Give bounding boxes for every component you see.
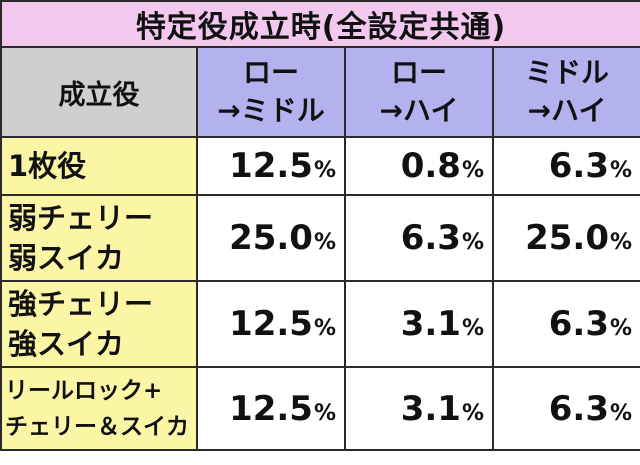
value-cell: 6.3% xyxy=(491,136,640,196)
table-row: 強チェリー 強スイカ 12.5% 3.1% 6.3% xyxy=(0,280,640,368)
percent-unit: % xyxy=(610,316,633,341)
percent-unit: % xyxy=(461,158,484,183)
value-cell: 12.5% xyxy=(196,136,346,196)
header-line: ロー xyxy=(242,56,299,89)
role-column-header: 成立役 xyxy=(0,46,198,138)
role-line: 強スイカ xyxy=(8,327,125,361)
value-number: 12.5 xyxy=(229,146,313,186)
probability-table: 特定役成立時(全設定共通) 成立役 ロー →ミドル ロー →ハイ ミドル →ハイ… xyxy=(0,0,640,451)
value-cell: 12.5% xyxy=(196,366,346,451)
role-line: 1枚役 xyxy=(8,149,87,183)
role-cell: リールロック+ チェリー＆スイカ xyxy=(0,366,198,451)
value-cell: 25.0% xyxy=(196,194,346,282)
value-cell: 6.3% xyxy=(344,194,494,282)
role-line: 強チェリー xyxy=(8,287,154,321)
value-cell: 0.8% xyxy=(344,136,494,196)
value-number: 6.3 xyxy=(400,218,461,258)
value-number: 6.3 xyxy=(548,388,609,429)
percent-unit: % xyxy=(461,230,484,255)
column-header-low-to-middle: ロー →ミドル xyxy=(196,46,346,138)
value-cell: 3.1% xyxy=(344,280,494,368)
role-line: 弱チェリー xyxy=(8,201,154,235)
value-cell: 6.3% xyxy=(491,280,640,368)
header-line: ロー xyxy=(390,56,447,89)
header-line: ミドル xyxy=(525,56,610,89)
role-line: チェリー＆スイカ xyxy=(5,413,189,440)
percent-unit: % xyxy=(461,400,484,426)
table-row: 1枚役 12.5% 0.8% 6.3% xyxy=(0,136,640,196)
column-header-low-to-high: ロー →ハイ xyxy=(344,46,494,138)
value-number: 0.8 xyxy=(400,146,461,186)
percent-unit: % xyxy=(610,400,633,426)
value-cell: 3.1% xyxy=(344,366,494,451)
percent-unit: % xyxy=(313,316,336,341)
value-number: 3.1 xyxy=(400,388,461,429)
value-number: 6.3 xyxy=(548,304,609,344)
value-number: 6.3 xyxy=(548,146,609,186)
percent-unit: % xyxy=(313,158,336,183)
table-row: 弱チェリー 弱スイカ 25.0% 6.3% 25.0% xyxy=(0,194,640,282)
header-line: →ハイ xyxy=(527,94,607,127)
role-cell: 弱チェリー 弱スイカ xyxy=(0,194,198,282)
value-cell: 6.3% xyxy=(491,366,640,451)
table-row: リールロック+ チェリー＆スイカ 12.5% 3.1% 6.3% xyxy=(0,366,640,451)
percent-unit: % xyxy=(461,316,484,341)
percent-unit: % xyxy=(313,230,336,255)
value-cell: 12.5% xyxy=(196,280,346,368)
role-cell: 強チェリー 強スイカ xyxy=(0,280,198,368)
value-number: 12.5 xyxy=(229,304,313,344)
header-line: →ミドル xyxy=(217,94,325,127)
percent-unit: % xyxy=(610,230,633,255)
percent-unit: % xyxy=(313,400,336,426)
role-line: 弱スイカ xyxy=(8,241,125,275)
table-title: 特定役成立時(全設定共通) xyxy=(0,0,640,48)
value-number: 3.1 xyxy=(400,304,461,344)
value-number: 25.0 xyxy=(525,218,609,258)
role-line: リールロック+ xyxy=(5,377,163,404)
value-number: 25.0 xyxy=(229,218,313,258)
value-cell: 25.0% xyxy=(491,194,640,282)
header-line: →ハイ xyxy=(379,94,459,127)
value-number: 12.5 xyxy=(229,388,313,429)
column-header-middle-to-high: ミドル →ハイ xyxy=(491,46,640,138)
role-cell: 1枚役 xyxy=(0,136,198,196)
percent-unit: % xyxy=(610,158,633,183)
